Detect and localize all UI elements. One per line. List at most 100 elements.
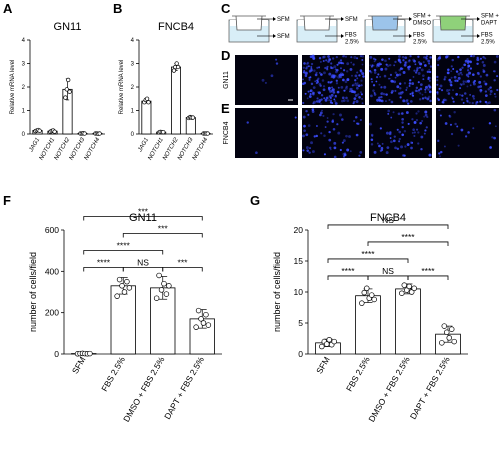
significance-bracket (123, 233, 202, 237)
cell-nucleus (413, 76, 415, 78)
cell-nucleus (401, 118, 404, 121)
cell-nucleus (316, 67, 318, 69)
cell-nucleus (421, 120, 423, 122)
cell-nucleus (421, 68, 424, 71)
data-point (117, 277, 122, 282)
data-point (191, 116, 195, 120)
cell-nucleus (361, 59, 363, 61)
cell-nucleus (381, 58, 384, 61)
cell-nucleus (324, 153, 326, 155)
cell-nucleus (466, 85, 468, 87)
cell-nucleus (452, 59, 454, 61)
cell-nucleus (334, 100, 336, 102)
cell-nucleus (450, 70, 452, 72)
cell-nucleus (494, 96, 496, 98)
chamber-label-top: SFM + (413, 14, 431, 20)
cell-nucleus (360, 69, 363, 72)
cell-nucleus (412, 132, 414, 134)
chamber-label-bottom: 2.5% (413, 40, 427, 46)
cell-nucleus (346, 78, 349, 81)
panel-letter-d: D (221, 48, 230, 63)
data-point (125, 279, 130, 284)
data-point (444, 330, 449, 335)
cell-nucleus (399, 96, 401, 98)
arrow-head (273, 34, 276, 38)
cell-nucleus (451, 65, 453, 67)
cell-nucleus (429, 86, 431, 88)
cell-nucleus (316, 135, 318, 137)
y-tick-label: 600 (45, 225, 59, 235)
cell-nucleus (483, 64, 486, 67)
data-point (98, 132, 102, 136)
cell-nucleus (390, 140, 393, 143)
cell-nucleus (265, 82, 267, 84)
cell-nucleus (422, 94, 424, 96)
insert-chamber (372, 16, 398, 30)
cell-nucleus (450, 124, 452, 126)
cell-nucleus (303, 125, 306, 128)
cell-nucleus (463, 63, 466, 66)
cell-nucleus (472, 102, 474, 104)
cell-nucleus (407, 102, 409, 104)
data-point (122, 290, 127, 295)
significance-bracket (328, 259, 408, 263)
significance-label: *** (158, 223, 169, 233)
cell-nucleus (404, 56, 407, 59)
data-point (442, 324, 447, 329)
cell-nucleus (473, 81, 475, 83)
cell-nucleus (493, 79, 495, 81)
cell-nucleus (453, 101, 455, 103)
cell-nucleus (409, 59, 411, 61)
cell-nucleus (458, 77, 461, 80)
cell-nucleus (356, 87, 359, 90)
y-tick-label: 5 (298, 318, 303, 328)
category-label: SFM (70, 355, 88, 376)
cell-nucleus (310, 93, 312, 95)
panel-letter-f: F (3, 193, 11, 208)
cell-nucleus (303, 116, 306, 119)
cell-nucleus (412, 128, 415, 131)
cell-nucleus (472, 55, 475, 58)
chamber-label-bottom: FBS (481, 33, 493, 39)
insert-chamber (440, 16, 466, 30)
cell-nucleus (305, 133, 308, 136)
y-tick-label: 20 (294, 225, 304, 235)
data-point (324, 342, 329, 347)
cell-nucleus (255, 151, 258, 154)
cell-nucleus (316, 72, 318, 74)
data-point (145, 97, 149, 101)
y-axis-label: Relative mRNA level (10, 60, 16, 115)
cell-nucleus (401, 121, 403, 123)
cell-nucleus (309, 147, 311, 149)
cell-nucleus (345, 135, 348, 138)
cell-nucleus (463, 102, 465, 104)
cell-nucleus (454, 76, 457, 79)
cell-nucleus (477, 86, 480, 89)
data-point (399, 291, 404, 296)
chamber-label-top: SFM + (481, 14, 499, 20)
cell-nucleus (313, 86, 316, 89)
data-point (206, 323, 211, 328)
cell-nucleus (423, 116, 425, 118)
insert-chamber (304, 16, 330, 30)
cell-nucleus (394, 146, 397, 149)
y-tick-label: 400 (45, 266, 59, 276)
cell-nucleus (477, 57, 479, 59)
cell-nucleus (371, 81, 373, 83)
cell-nucleus (399, 73, 402, 76)
cell-nucleus (411, 92, 413, 94)
cell-nucleus (422, 74, 425, 77)
cell-nucleus (310, 66, 312, 68)
cell-nucleus (391, 90, 394, 93)
cell-nucleus (461, 74, 463, 76)
cell-nucleus (326, 120, 328, 122)
cell-nucleus (398, 112, 401, 115)
cell-nucleus (302, 102, 304, 104)
cell-nucleus (356, 77, 358, 79)
cell-nucleus (397, 129, 399, 131)
cell-nucleus (337, 91, 340, 94)
cell-nucleus (312, 150, 315, 153)
cell-nucleus (400, 92, 402, 94)
cell-nucleus (331, 89, 334, 92)
